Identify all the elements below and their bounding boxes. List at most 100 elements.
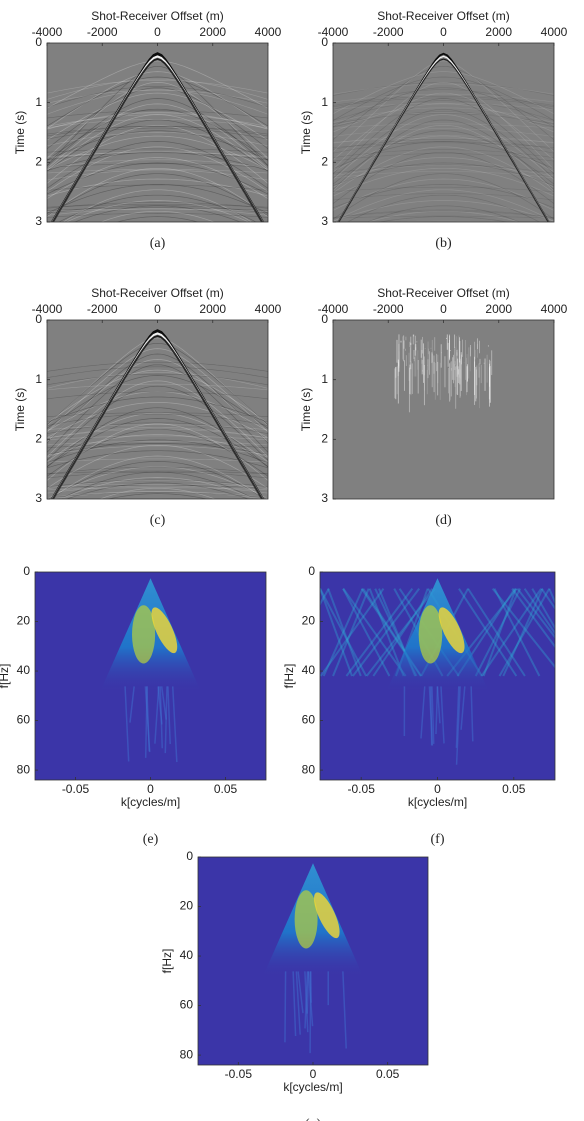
image (333, 320, 554, 499)
x-axis-label: Shot-Receiver Offset (m) (91, 286, 223, 300)
y-tick-label: 80 (302, 762, 316, 776)
y-tick-label: 2 (35, 155, 42, 169)
y-tick-label: 1 (35, 95, 42, 109)
x-tick-label: 0 (440, 302, 447, 316)
y-tick-label: 0 (321, 35, 328, 49)
x-axis-label: k[cycles/m] (408, 795, 467, 809)
y-axis-label: Time (s) (13, 111, 27, 155)
x-tick-label: -4000 (318, 25, 349, 39)
y-tick-label: 0 (321, 312, 328, 326)
panel: -0.05 0 0.05 0 20 40 60 80 k[cycles/m] f[Hz] (f) (282, 564, 556, 847)
panel: -4000 -2000 0 2000 4000 0 1 2 3 Shot-Receiver Off… (299, 286, 567, 528)
x-tick-label: 2000 (485, 25, 512, 39)
caption: (e) (143, 832, 159, 847)
y-tick-label: 60 (17, 713, 31, 727)
x-tick-label: 2000 (199, 302, 226, 316)
panel: -0.05 0 0.05 0 20 40 60 80 k[cycles/m] f[Hz] (g) (160, 849, 429, 1121)
x-axis-label: k[cycles/m] (121, 795, 180, 809)
x-tick-label: 0 (154, 25, 161, 39)
x-axis-label: k[cycles/m] (283, 1080, 342, 1094)
panel: -4000 -2000 0 2000 4000 0 1 2 3 Shot-Receiver Off… (13, 9, 282, 251)
x-tick-label: 4000 (541, 302, 568, 316)
panel: -4000 -2000 0 2000 4000 0 1 2 3 Shot-Receiver Off… (299, 9, 568, 251)
x-tick-label: 2000 (199, 25, 226, 39)
x-tick-label: 4000 (255, 25, 282, 39)
x-tick-label: 0.05 (502, 782, 526, 796)
y-tick-label: 1 (321, 95, 328, 109)
image (47, 320, 268, 499)
y-tick-label: 80 (180, 1047, 194, 1061)
caption: (b) (435, 236, 452, 251)
y-tick-label: 20 (17, 614, 31, 628)
y-tick-label: 20 (180, 899, 194, 913)
image-bg (47, 320, 268, 499)
x-tick-label: -0.05 (225, 1067, 253, 1081)
y-tick-label: 40 (17, 663, 31, 677)
panel: -4000 -2000 0 2000 4000 0 1 2 3 Shot-Receiver Off… (13, 286, 282, 528)
y-tick-label: 3 (321, 214, 328, 228)
caption: (d) (435, 513, 452, 528)
x-tick-label: -0.05 (62, 782, 90, 796)
y-tick-label: 0 (35, 312, 42, 326)
y-tick-label: 3 (35, 491, 42, 505)
caption: (f) (431, 832, 445, 847)
x-tick-label: 4000 (255, 302, 282, 316)
image-bg (47, 43, 268, 222)
y-tick-label: 1 (35, 372, 42, 386)
caption: (g) (305, 1117, 322, 1121)
y-tick-label: 0 (308, 564, 315, 578)
y-axis-label: Time (s) (13, 388, 27, 432)
y-tick-label: 40 (302, 663, 316, 677)
x-tick-label: 0 (154, 302, 161, 316)
x-tick-label: -2000 (373, 25, 404, 39)
x-axis-label: Shot-Receiver Offset (m) (91, 9, 223, 23)
y-tick-label: 60 (180, 998, 194, 1012)
image (198, 857, 428, 1065)
y-tick-label: 2 (321, 155, 328, 169)
y-axis-label: Time (s) (299, 388, 313, 432)
y-tick-label: 3 (35, 214, 42, 228)
y-tick-label: 80 (17, 762, 31, 776)
y-tick-label: 3 (321, 491, 328, 505)
x-tick-label: -2000 (87, 25, 118, 39)
x-tick-label: 4000 (541, 25, 568, 39)
image (320, 572, 555, 780)
y-tick-label: 2 (35, 432, 42, 446)
y-axis-label: f[Hz] (160, 949, 174, 974)
y-tick-label: 0 (23, 564, 30, 578)
x-tick-label: -2000 (87, 302, 118, 316)
y-tick-label: 0 (35, 35, 42, 49)
x-axis-label: Shot-Receiver Offset (m) (377, 9, 509, 23)
x-axis-label: Shot-Receiver Offset (m) (377, 286, 509, 300)
image-bg (333, 43, 554, 222)
image (35, 572, 266, 780)
image-bg (333, 320, 554, 499)
x-tick-label: -4000 (32, 25, 63, 39)
caption: (a) (150, 236, 166, 251)
y-axis-label: Time (s) (299, 111, 313, 155)
y-axis-label: f[Hz] (0, 664, 11, 689)
x-tick-label: 0 (310, 1067, 317, 1081)
image (333, 43, 554, 222)
x-tick-label: 0 (434, 782, 441, 796)
y-tick-label: 40 (180, 948, 194, 962)
y-tick-label: 0 (186, 849, 193, 863)
image (47, 43, 268, 222)
y-tick-label: 20 (302, 614, 316, 628)
x-tick-label: -4000 (32, 302, 63, 316)
caption: (c) (150, 513, 166, 528)
y-tick-label: 2 (321, 432, 328, 446)
x-tick-label: 0 (440, 25, 447, 39)
x-tick-label: -0.05 (348, 782, 376, 796)
y-axis-label: f[Hz] (282, 664, 296, 689)
x-tick-label: -4000 (318, 302, 349, 316)
x-tick-label: 0.05 (214, 782, 238, 796)
x-tick-label: 0 (147, 782, 154, 796)
x-tick-label: 2000 (485, 302, 512, 316)
panel: -0.05 0 0.05 0 20 40 60 80 k[cycles/m] f[Hz] (e) (0, 564, 267, 847)
y-tick-label: 1 (321, 372, 328, 386)
x-tick-label: -2000 (373, 302, 404, 316)
x-tick-label: 0.05 (376, 1067, 400, 1081)
y-tick-label: 60 (302, 713, 316, 727)
